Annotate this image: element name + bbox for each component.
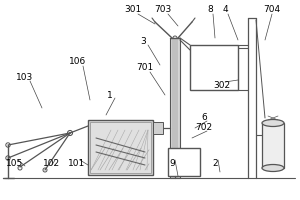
Text: 102: 102 bbox=[44, 158, 61, 168]
Text: 2: 2 bbox=[212, 158, 218, 168]
Bar bbox=[170, 38, 180, 178]
Text: 9: 9 bbox=[169, 158, 175, 168]
Bar bbox=[90, 122, 151, 173]
Text: 704: 704 bbox=[263, 5, 280, 15]
Text: 302: 302 bbox=[213, 80, 231, 90]
Bar bbox=[153, 122, 163, 134]
Text: 1: 1 bbox=[107, 90, 113, 99]
Text: 105: 105 bbox=[6, 158, 24, 168]
Text: 103: 103 bbox=[16, 73, 34, 82]
Bar bbox=[190, 45, 238, 90]
Text: 702: 702 bbox=[195, 123, 213, 132]
Text: 8: 8 bbox=[207, 5, 213, 15]
Bar bbox=[88, 120, 153, 175]
Text: 3: 3 bbox=[140, 38, 146, 46]
Ellipse shape bbox=[262, 119, 284, 127]
Text: 703: 703 bbox=[154, 5, 172, 15]
Text: 101: 101 bbox=[68, 158, 86, 168]
Text: 701: 701 bbox=[136, 64, 154, 72]
Text: 4: 4 bbox=[222, 5, 228, 15]
Text: 106: 106 bbox=[69, 58, 87, 66]
Text: 6: 6 bbox=[201, 114, 207, 122]
Bar bbox=[172, 38, 178, 178]
Bar bbox=[262, 123, 284, 168]
Text: 301: 301 bbox=[124, 5, 142, 15]
Bar bbox=[168, 148, 200, 176]
Ellipse shape bbox=[262, 164, 284, 171]
